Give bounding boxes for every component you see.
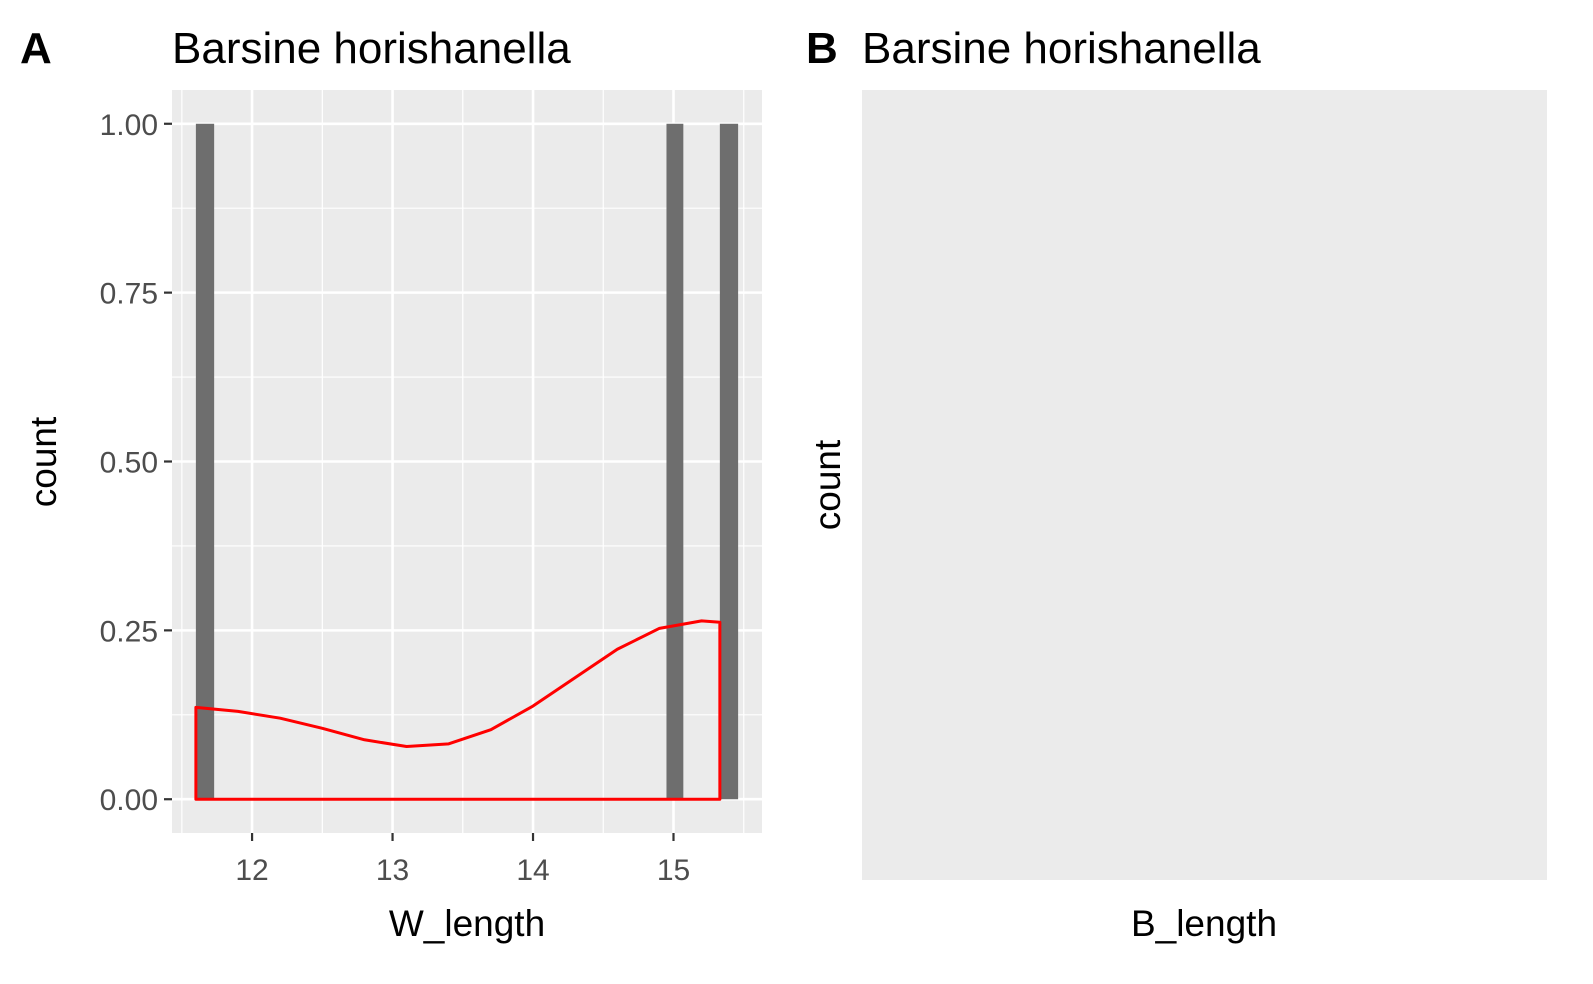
panel-b: B Barsine horishanella B_length count — [806, 24, 1547, 944]
panel-b-title: Barsine horishanella — [862, 24, 1261, 73]
x-tick-label: 14 — [516, 854, 549, 887]
y-tick-label: 0.75 — [100, 278, 158, 311]
panel-a-tag: A — [20, 24, 52, 73]
panel-b-x-axis-title: B_length — [1131, 903, 1277, 944]
panel-a-density — [194, 619, 722, 801]
x-tick-label: 12 — [235, 854, 268, 887]
y-tick-label: 0.50 — [100, 447, 158, 480]
panel-b-plot-area — [862, 90, 1547, 880]
y-tick-label: 0.00 — [100, 784, 158, 817]
histogram-bar — [719, 123, 739, 800]
panel-a-y-axis-title: count — [23, 416, 64, 507]
panel-a: A Barsine horishanella 0.00 0.25 0.50 0.75 1… — [20, 24, 762, 944]
panel-a-y-axis: 0.00 0.25 0.50 0.75 1.00 — [100, 109, 172, 817]
panel-a-x-axis-title: W_length — [389, 903, 545, 944]
x-tick-label: 15 — [657, 854, 690, 887]
panel-a-bars — [195, 123, 739, 800]
panel-b-tag: B — [806, 24, 838, 73]
y-tick-label: 0.25 — [100, 615, 158, 648]
y-tick-label: 1.00 — [100, 109, 158, 142]
panel-a-title: Barsine horishanella — [172, 24, 571, 73]
histogram-bar — [195, 123, 215, 800]
panel-b-y-axis-title: count — [807, 439, 848, 530]
x-tick-label: 13 — [376, 854, 409, 887]
density-curve — [194, 619, 722, 801]
panel-a-x-axis: 12 13 14 15 — [235, 833, 690, 887]
histogram-bar — [666, 123, 684, 800]
